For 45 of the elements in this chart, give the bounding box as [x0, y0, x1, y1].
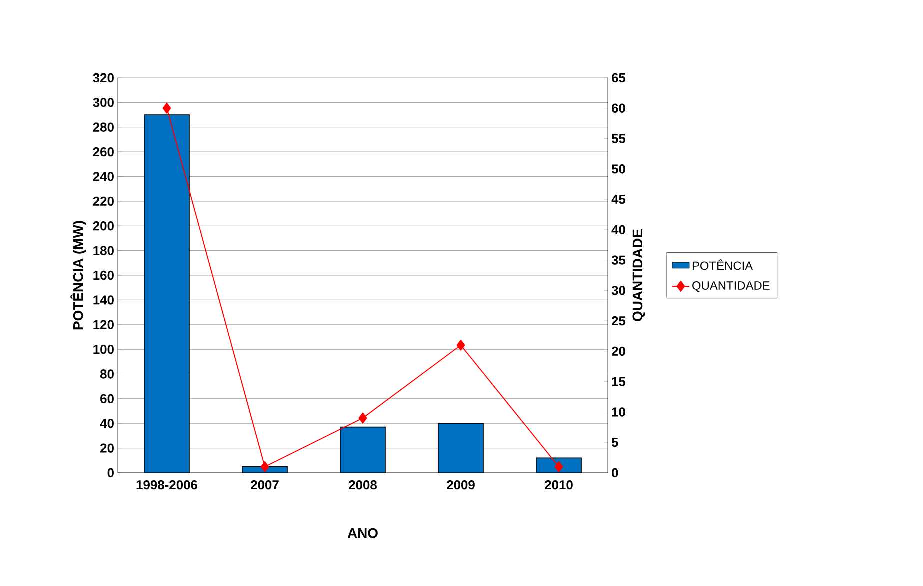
- y-tick-label: 100: [94, 344, 114, 354]
- y2-tick-label: 40: [612, 225, 626, 235]
- y-tick-label: 260: [93, 147, 114, 157]
- y2-tick-label: 30: [612, 286, 626, 296]
- legend-label: POTÊNCIA: [692, 260, 754, 270]
- y-tick-label: 140: [94, 296, 114, 305]
- y-tick-label: 80: [100, 370, 114, 379]
- x-tick-label: 2007: [251, 480, 279, 490]
- y2-tick-label: 20: [612, 346, 626, 356]
- y2-tick-label: 5: [612, 438, 618, 448]
- point: [260, 461, 270, 472]
- y-tick-label: 60: [100, 394, 114, 404]
- x-tick-label: 1998-2006: [136, 480, 198, 490]
- y-tick-label: 200: [93, 222, 114, 231]
- point: [162, 102, 172, 114]
- y2-tick-label: 0: [612, 468, 618, 478]
- y2-tick-label: 15: [612, 377, 626, 386]
- y-tick-label: 40: [100, 419, 114, 428]
- y2-tick-label: 55: [612, 134, 626, 144]
- y-tick-label: 0: [108, 468, 114, 478]
- x-tick-label: 2010: [545, 480, 573, 490]
- y2-tick-label: 45: [612, 195, 626, 204]
- x-axis-title: ANO: [348, 528, 378, 538]
- y2-tick-label: 65: [612, 73, 626, 83]
- y-axis-title: POTÊNCIA (MW): [70, 221, 86, 330]
- y2-tick-label: 10: [612, 408, 626, 417]
- y-tick-label: 20: [100, 444, 114, 453]
- y-tick-label: 280: [93, 122, 114, 132]
- y2-axis-title: QUANTIDADE: [632, 230, 646, 322]
- y-tick-label: 120: [94, 320, 114, 330]
- y-tick-label: 160: [94, 270, 114, 280]
- y2-tick-label: 25: [612, 316, 626, 326]
- x-tick-label: 2008: [349, 480, 378, 490]
- legend-label: QUANTIDADE: [692, 282, 770, 292]
- y-tick-label: 320: [93, 73, 114, 83]
- y-tick-label: 240: [93, 172, 114, 182]
- y2-tick-label: 35: [612, 256, 626, 265]
- x-tick-label: 2009: [447, 480, 475, 490]
- point: [358, 412, 368, 424]
- y-tick-label: 180: [94, 246, 114, 256]
- y-tick-label: 300: [93, 98, 114, 108]
- y-tick-label: 220: [93, 196, 114, 206]
- y2-tick-label: 60: [612, 104, 626, 113]
- y2-tick-label: 50: [612, 164, 626, 174]
- point: [456, 340, 466, 351]
